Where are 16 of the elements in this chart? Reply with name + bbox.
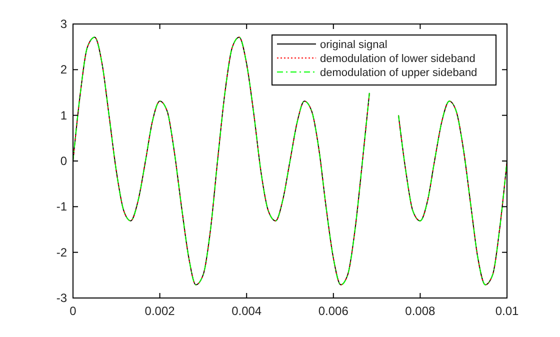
x-tick-label: 0.006 xyxy=(318,304,349,318)
y-tick-label: 2 xyxy=(60,62,68,77)
legend-label: demodulation of lower sideband xyxy=(320,53,476,65)
legend-label: demodulation of upper sideband xyxy=(320,67,478,79)
x-tick-label: 0 xyxy=(70,304,77,318)
y-tick-label: 0 xyxy=(60,154,68,168)
y-tick-label: 3 xyxy=(60,17,68,31)
y-tick-label: 1 xyxy=(60,108,68,122)
x-tick-label: 0.002 xyxy=(144,304,176,318)
legend-label: original signal xyxy=(320,39,388,51)
x-tick-label: 0.008 xyxy=(405,304,436,318)
y-tick-label: -1 xyxy=(56,200,68,214)
y-tick-label: -2 xyxy=(56,245,68,260)
x-tick-label: 0.004 xyxy=(232,304,262,318)
y-tick-label: -3 xyxy=(56,291,68,305)
x-tick-label: 0.01 xyxy=(495,304,519,318)
